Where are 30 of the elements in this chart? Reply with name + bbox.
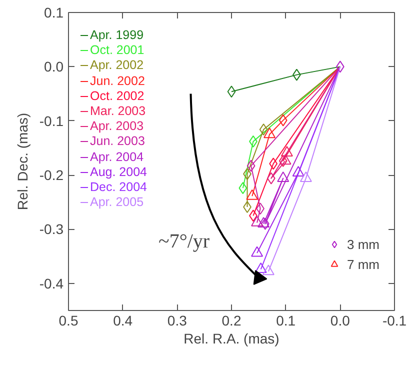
legend-label: Jun. 2002 bbox=[90, 74, 145, 88]
x-tick-label: 0.0 bbox=[330, 312, 350, 328]
x-tick-label: 0.2 bbox=[222, 312, 242, 328]
x-tick-label: -0.1 bbox=[382, 312, 407, 328]
legend-label: Oct. 2002 bbox=[90, 88, 144, 103]
y-tick-label: -0.4 bbox=[39, 275, 64, 292]
legend-label: Apr. 2005 bbox=[90, 195, 144, 210]
x-axis-title: Rel. R.A. (mas) bbox=[184, 330, 280, 346]
legend-label: Dec. 2004 bbox=[90, 180, 147, 194]
legend-label: Aug. 2004 bbox=[90, 164, 147, 179]
legend-label: Apr. 2003 bbox=[90, 119, 144, 134]
legend-label: Mar. 2003 bbox=[90, 104, 146, 118]
y-axis-title: Rel. Dec. (mas) bbox=[14, 112, 30, 210]
y-tick-label: -0.3 bbox=[39, 221, 64, 238]
legend-label: Apr. 1999 bbox=[90, 28, 144, 42]
legend-label: Apr. 2004 bbox=[90, 150, 144, 164]
legend-label: Oct. 2001 bbox=[90, 43, 144, 58]
x-tick-label: 0.3 bbox=[167, 312, 188, 328]
legend-label: Apr. 2002 bbox=[90, 58, 144, 72]
legend-label: 7 mm bbox=[347, 256, 380, 272]
y-tick-label: -0.2 bbox=[39, 167, 64, 184]
y-tick-label: -0.1 bbox=[39, 112, 64, 129]
x-tick-label: 0.1 bbox=[276, 312, 296, 328]
y-tick-label: 0.1 bbox=[44, 4, 64, 20]
annotation: ~7°/yr bbox=[158, 230, 210, 252]
legend-label: 3 mm bbox=[347, 236, 380, 252]
x-tick-label: 0.4 bbox=[113, 312, 133, 328]
legend-label: Jun. 2003 bbox=[90, 134, 145, 148]
y-tick-label: 0.0 bbox=[44, 58, 64, 75]
x-tick-label: 0.5 bbox=[58, 312, 78, 328]
